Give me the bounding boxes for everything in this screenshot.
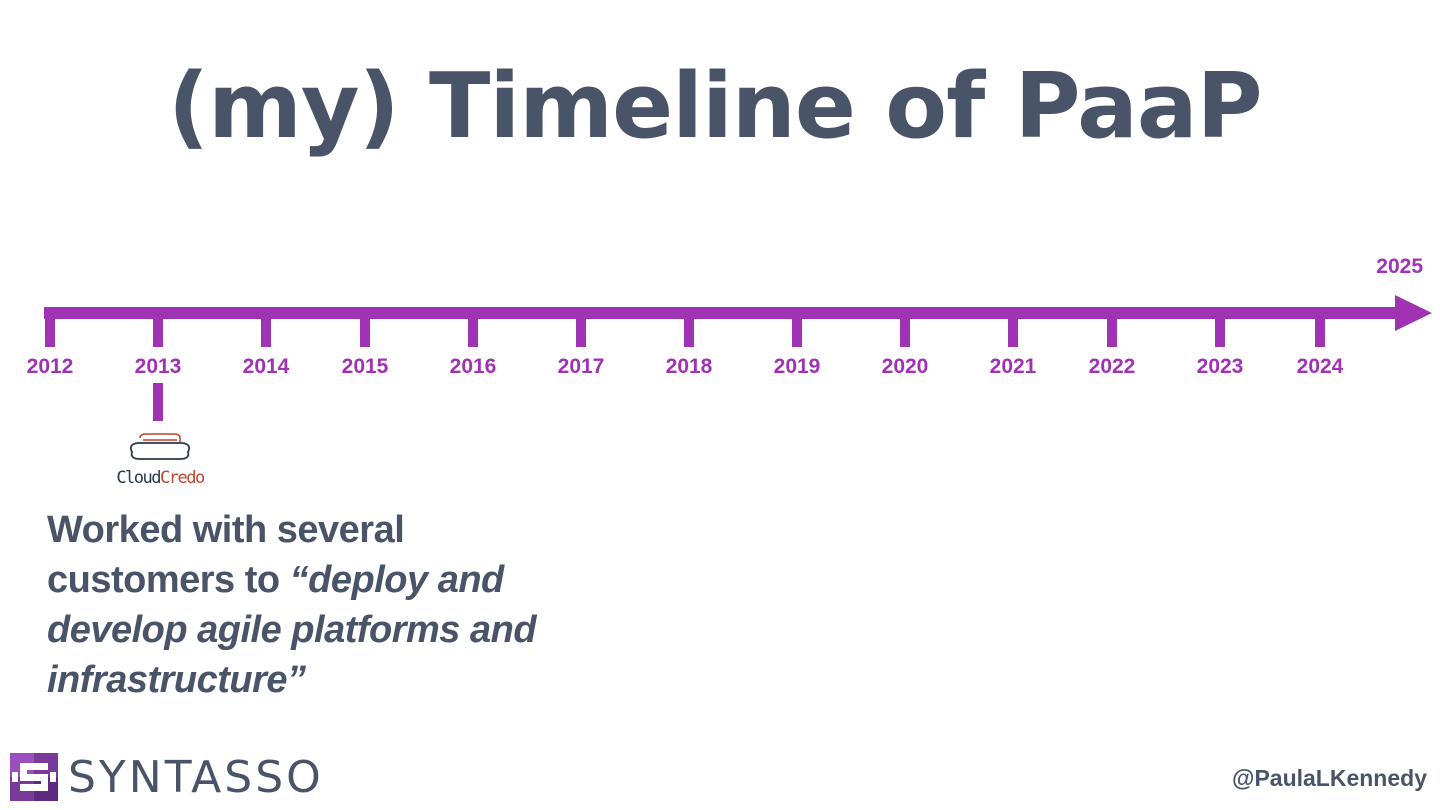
event-description: Worked with several customers to “deploy…	[47, 505, 587, 705]
timeline-year-2014: 2014	[243, 355, 290, 378]
syntasso-logo: SYNTASSO	[10, 753, 380, 803]
timeline-year-labels: 2012 2013 2014 2015 2016 2017 2018 2019 2020 2021…	[27, 355, 1344, 378]
timeline-axis	[44, 307, 1400, 319]
event-connector	[153, 383, 163, 421]
timeline-tick-2013	[153, 309, 163, 347]
timeline: 2012 2013 2014 2015 2016 2017 2018 2019 2020 2021…	[27, 255, 1432, 421]
cloudcredo-logo: CloudCredo	[110, 430, 210, 492]
timeline-tick-2018	[684, 309, 694, 347]
timeline-year-2023: 2023	[1197, 355, 1244, 378]
timeline-year-2015: 2015	[342, 355, 389, 378]
cloudcredo-wordmark-part1: Cloud	[116, 468, 161, 488]
timeline-tick-2021	[1008, 309, 1018, 347]
syntasso-wordmark: SYNTASSO	[68, 752, 324, 803]
event-description-quote: “deploy and develop agile platforms and …	[47, 559, 537, 701]
timeline-year-2012: 2012	[27, 355, 74, 378]
timeline-tick-2023	[1215, 309, 1225, 347]
cloudcredo-wordmark-part2: Credo	[160, 468, 205, 488]
event-description-plain: Worked with several customers to	[47, 509, 405, 601]
timeline-year-2016: 2016	[450, 355, 497, 378]
timeline-year-2018: 2018	[666, 355, 713, 378]
timeline-year-2021: 2021	[990, 355, 1037, 378]
timeline-tick-2012	[45, 309, 55, 347]
timeline-tick-2022	[1107, 309, 1117, 347]
cloudcredo-wordmark: CloudCredo	[110, 470, 210, 487]
timeline-year-2022: 2022	[1089, 355, 1136, 378]
timeline-ticks	[45, 309, 1325, 347]
timeline-end-year: 2025	[1376, 255, 1423, 278]
syntasso-logo-icon	[10, 753, 58, 801]
timeline-tick-2020	[900, 309, 910, 347]
timeline-tick-2015	[360, 309, 370, 347]
slide-title: (my) Timeline of PaaP	[168, 54, 1263, 159]
timeline-tick-2019	[792, 309, 802, 347]
timeline-arrow-icon	[1395, 295, 1432, 331]
timeline-year-2019: 2019	[774, 355, 821, 378]
timeline-year-2020: 2020	[882, 355, 929, 378]
twitter-handle: @PaulaLKennedy	[1232, 765, 1427, 791]
timeline-year-2024: 2024	[1297, 355, 1344, 378]
timeline-tick-2024	[1315, 309, 1325, 347]
timeline-tick-2017	[576, 309, 586, 347]
timeline-year-2017: 2017	[558, 355, 605, 378]
timeline-tick-2014	[261, 309, 271, 347]
timeline-tick-2016	[468, 309, 478, 347]
timeline-year-2013: 2013	[135, 355, 182, 378]
cloud-icon	[129, 433, 191, 460]
